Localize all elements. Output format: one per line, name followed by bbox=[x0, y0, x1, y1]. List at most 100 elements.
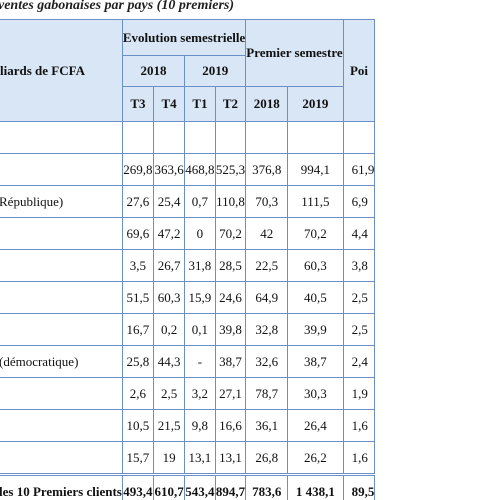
value-weight: 1,6 bbox=[342, 409, 376, 442]
value-sem-2019: 26,2 bbox=[287, 441, 344, 475]
value-weight: 2,4 bbox=[342, 345, 376, 378]
value-sem-2019: 30,3 bbox=[287, 377, 344, 410]
header-weight-column: Poi bbox=[342, 19, 376, 122]
value-sem-2018: 376,8 bbox=[245, 153, 289, 186]
value-t2: 28,5 bbox=[214, 249, 247, 282]
country-cell bbox=[0, 409, 123, 442]
header-q-t3: T3 bbox=[121, 86, 155, 122]
value-t1: 9,8 bbox=[184, 409, 216, 442]
table-row: 269,8 363,6 468,8 525,3 376,8 994,1 61,9 bbox=[0, 153, 376, 186]
value-sem-2019: 60,3 bbox=[287, 249, 344, 282]
total-weight: 89,5 bbox=[342, 473, 376, 500]
value-sem-2019: 38,7 bbox=[287, 345, 344, 378]
total-sem-2018: 783,6 bbox=[245, 473, 289, 500]
value-sem-2018: 22,5 bbox=[245, 249, 289, 282]
value-t1: 31,8 bbox=[184, 249, 216, 282]
header-first-semester-group: Premier semestre bbox=[245, 19, 344, 87]
value-weight: 61,9 bbox=[342, 153, 376, 186]
header-sem-2019: 2019 bbox=[287, 86, 344, 122]
value-t2: 70,2 bbox=[214, 217, 247, 250]
value-t1: 0,7 bbox=[184, 185, 216, 218]
value-t2: 24,6 bbox=[214, 281, 247, 314]
total-t4: 610,7 bbox=[152, 473, 186, 500]
country-cell bbox=[0, 377, 123, 410]
value-sem-2018: 70,3 bbox=[245, 185, 289, 218]
value-t1: 468,8 bbox=[184, 153, 216, 186]
value-sem-2019: 111,5 bbox=[287, 185, 344, 218]
value-t2: 16,6 bbox=[214, 409, 247, 442]
value-t3: 10,5 bbox=[121, 409, 155, 442]
value-sem-2018: 32,6 bbox=[245, 345, 289, 378]
value-t3: 16,7 bbox=[121, 313, 155, 346]
table-row: 2,6 2,5 3,2 27,1 78,7 30,3 1,9 bbox=[0, 377, 376, 410]
header-q-t4: T4 bbox=[152, 86, 186, 122]
country-cell bbox=[0, 249, 123, 282]
value-weight: 1,6 bbox=[342, 441, 376, 475]
total-t3: 493,4 bbox=[121, 473, 155, 500]
table-row: 3,5 26,7 31,8 28,5 22,5 60,3 3,8 bbox=[0, 249, 376, 282]
table-header: liards de FCFA Evolution semestrielle Pr… bbox=[0, 19, 376, 122]
value-sem-2018: 42 bbox=[245, 217, 289, 250]
header-label-column: liards de FCFA bbox=[0, 19, 123, 122]
value-t4: 0,2 bbox=[152, 313, 186, 346]
value-sem-2019: 70,2 bbox=[287, 217, 344, 250]
value-t2: 525,3 bbox=[214, 153, 247, 186]
value-t2: 27,1 bbox=[214, 377, 247, 410]
value-weight: 2,5 bbox=[342, 313, 376, 346]
country-cell: République) bbox=[0, 185, 123, 218]
value-t3: 69,6 bbox=[121, 217, 155, 250]
value-t1: 0 bbox=[184, 217, 216, 250]
value-t3: 51,5 bbox=[121, 281, 155, 314]
value-weight: 2,5 bbox=[342, 281, 376, 314]
header-spacer-row bbox=[0, 121, 376, 154]
table-row: 15,7 19 13,1 13,1 26,8 26,2 1,6 bbox=[0, 441, 376, 475]
total-t1: 543,4 bbox=[184, 473, 216, 500]
value-t1: 15,9 bbox=[184, 281, 216, 314]
value-weight: 6,9 bbox=[342, 185, 376, 218]
value-t2: 110,8 bbox=[214, 185, 247, 218]
value-t3: 269,8 bbox=[121, 153, 155, 186]
country-cell bbox=[0, 441, 123, 475]
value-sem-2019: 26,4 bbox=[287, 409, 344, 442]
value-sem-2018: 64,9 bbox=[245, 281, 289, 314]
value-t2: 38,7 bbox=[214, 345, 247, 378]
table-caption: ventes gabonaises par pays (10 premiers) bbox=[0, 0, 235, 13]
table-row: (démocratique) 25,8 44,3 - 38,7 32,6 38,… bbox=[0, 345, 376, 378]
value-t3: 27,6 bbox=[121, 185, 155, 218]
value-t4: 60,3 bbox=[152, 281, 186, 314]
exports-table: liards de FCFA Evolution semestrielle Pr… bbox=[0, 19, 376, 500]
table-row: 51,5 60,3 15,9 24,6 64,9 40,5 2,5 bbox=[0, 281, 376, 314]
value-t1: 13,1 bbox=[184, 441, 216, 475]
value-t1: 0,1 bbox=[184, 313, 216, 346]
value-t3: 3,5 bbox=[121, 249, 155, 282]
value-sem-2018: 78,7 bbox=[245, 377, 289, 410]
value-weight: 1,9 bbox=[342, 377, 376, 410]
country-cell bbox=[0, 281, 123, 314]
header-year-2019: 2019 bbox=[184, 55, 247, 87]
value-t4: 363,6 bbox=[152, 153, 186, 186]
total-t2: 894,7 bbox=[214, 473, 247, 500]
table-body: 269,8 363,6 468,8 525,3 376,8 994,1 61,9… bbox=[0, 121, 376, 500]
value-sem-2018: 32,8 bbox=[245, 313, 289, 346]
header-year-2018: 2018 bbox=[121, 55, 186, 87]
value-t4: 44,3 bbox=[152, 345, 186, 378]
header-sem-2018: 2018 bbox=[245, 86, 289, 122]
value-sem-2018: 26,8 bbox=[245, 441, 289, 475]
value-weight: 3,8 bbox=[342, 249, 376, 282]
value-sem-2019: 40,5 bbox=[287, 281, 344, 314]
value-t3: 25,8 bbox=[121, 345, 155, 378]
value-sem-2019: 994,1 bbox=[287, 153, 344, 186]
value-t3: 15,7 bbox=[121, 441, 155, 475]
header-evolution-group: Evolution semestrielle bbox=[121, 19, 247, 56]
total-row: les 10 Premiers clients 493,4 610,7 543,… bbox=[0, 473, 376, 500]
total-sem-2019: 1 438,1 bbox=[287, 473, 344, 500]
value-t4: 21,5 bbox=[152, 409, 186, 442]
header-q-t2: T2 bbox=[214, 86, 247, 122]
header-q-t1: T1 bbox=[184, 86, 216, 122]
value-weight: 4,4 bbox=[342, 217, 376, 250]
value-t1: - bbox=[184, 345, 216, 378]
table-row: 69,6 47,2 0 70,2 42 70,2 4,4 bbox=[0, 217, 376, 250]
country-cell bbox=[0, 313, 123, 346]
country-cell bbox=[0, 217, 123, 250]
